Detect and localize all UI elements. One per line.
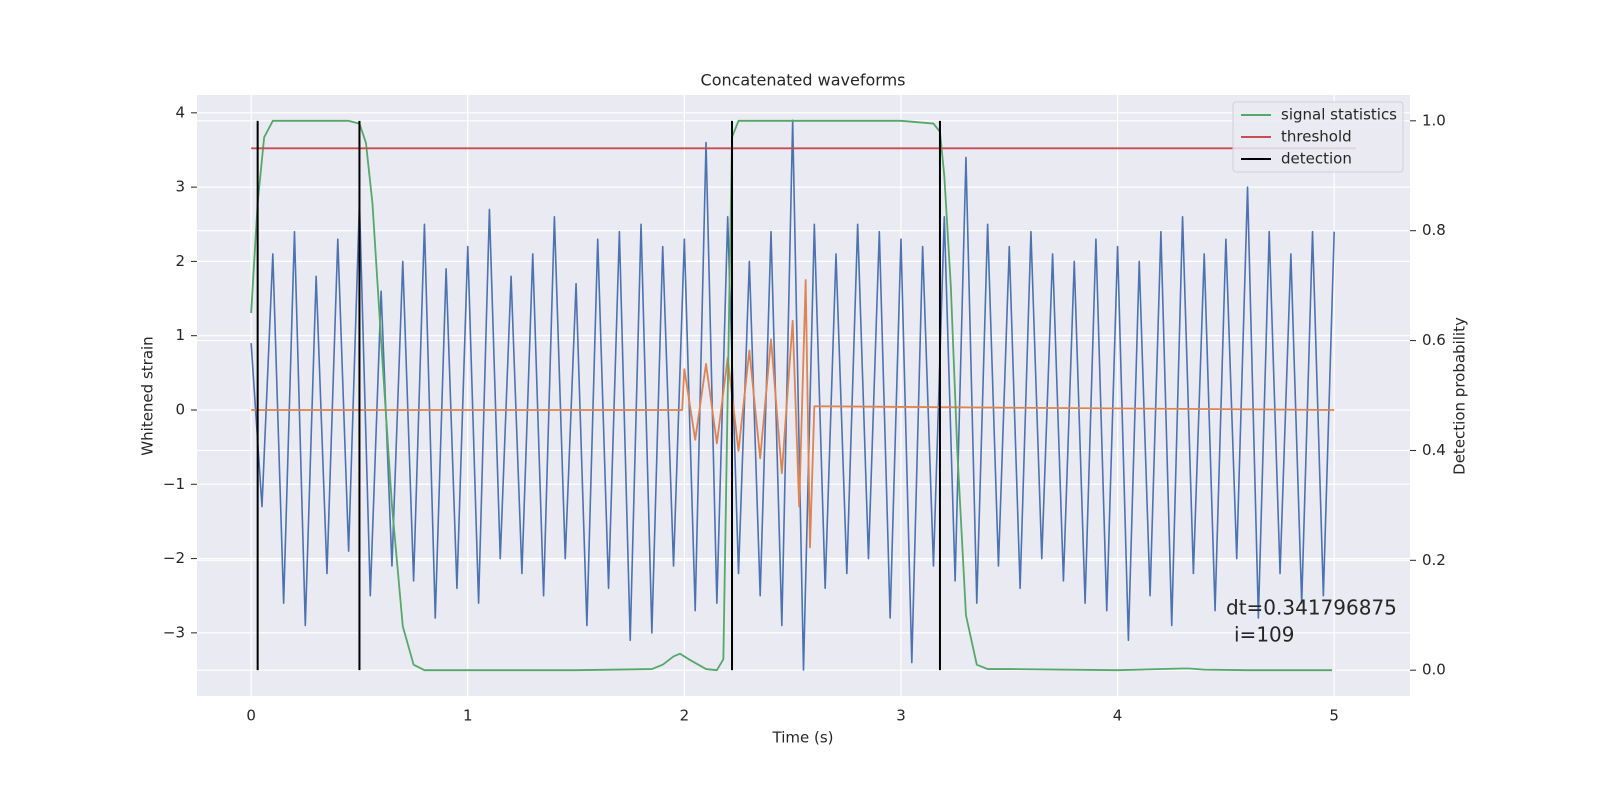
x-tick-label: 4 bbox=[1113, 707, 1123, 725]
legend-box bbox=[1232, 101, 1404, 173]
annotation: dt=0.341796875 bbox=[1226, 596, 1397, 620]
y2-tick-label: 0.6 bbox=[1422, 331, 1446, 349]
x-tick-label: 5 bbox=[1329, 707, 1339, 725]
y-tick-label: −2 bbox=[163, 549, 185, 567]
y-tick-label: 0 bbox=[175, 400, 185, 418]
y-axis-label: Whitened strain bbox=[139, 336, 157, 455]
x-tick-label: 0 bbox=[246, 707, 256, 725]
y-tick-label: 2 bbox=[175, 252, 185, 270]
y-tick-label: 1 bbox=[175, 326, 185, 344]
x-axis-label: Time (s) bbox=[772, 729, 834, 747]
y2-tick-label: 0.4 bbox=[1422, 441, 1446, 459]
chart-title: Concatenated waveforms bbox=[701, 71, 906, 90]
series-line bbox=[250, 119, 1333, 672]
y-tick-label: −1 bbox=[163, 475, 185, 493]
legend-label: threshold bbox=[1281, 128, 1352, 146]
y-tick-label: 4 bbox=[175, 103, 185, 121]
legend-label: signal statistics bbox=[1281, 106, 1397, 124]
y-tick-label: −3 bbox=[163, 623, 185, 641]
y2-tick-label: 0.0 bbox=[1422, 661, 1446, 679]
y-tick-label: 3 bbox=[175, 178, 185, 196]
x-tick-label: 2 bbox=[680, 707, 690, 725]
y2-tick-label: 0.8 bbox=[1422, 221, 1446, 239]
y2-tick-label: 0.2 bbox=[1422, 551, 1446, 569]
y2-tick-label: 1.0 bbox=[1422, 111, 1446, 129]
x-tick-label: 1 bbox=[463, 707, 473, 725]
annotation: i=109 bbox=[1234, 623, 1295, 647]
y2-axis-label: Detection probability bbox=[1451, 317, 1469, 475]
series-line bbox=[251, 279, 1335, 549]
legend-label: detection bbox=[1281, 150, 1352, 168]
x-tick-label: 3 bbox=[896, 707, 906, 725]
